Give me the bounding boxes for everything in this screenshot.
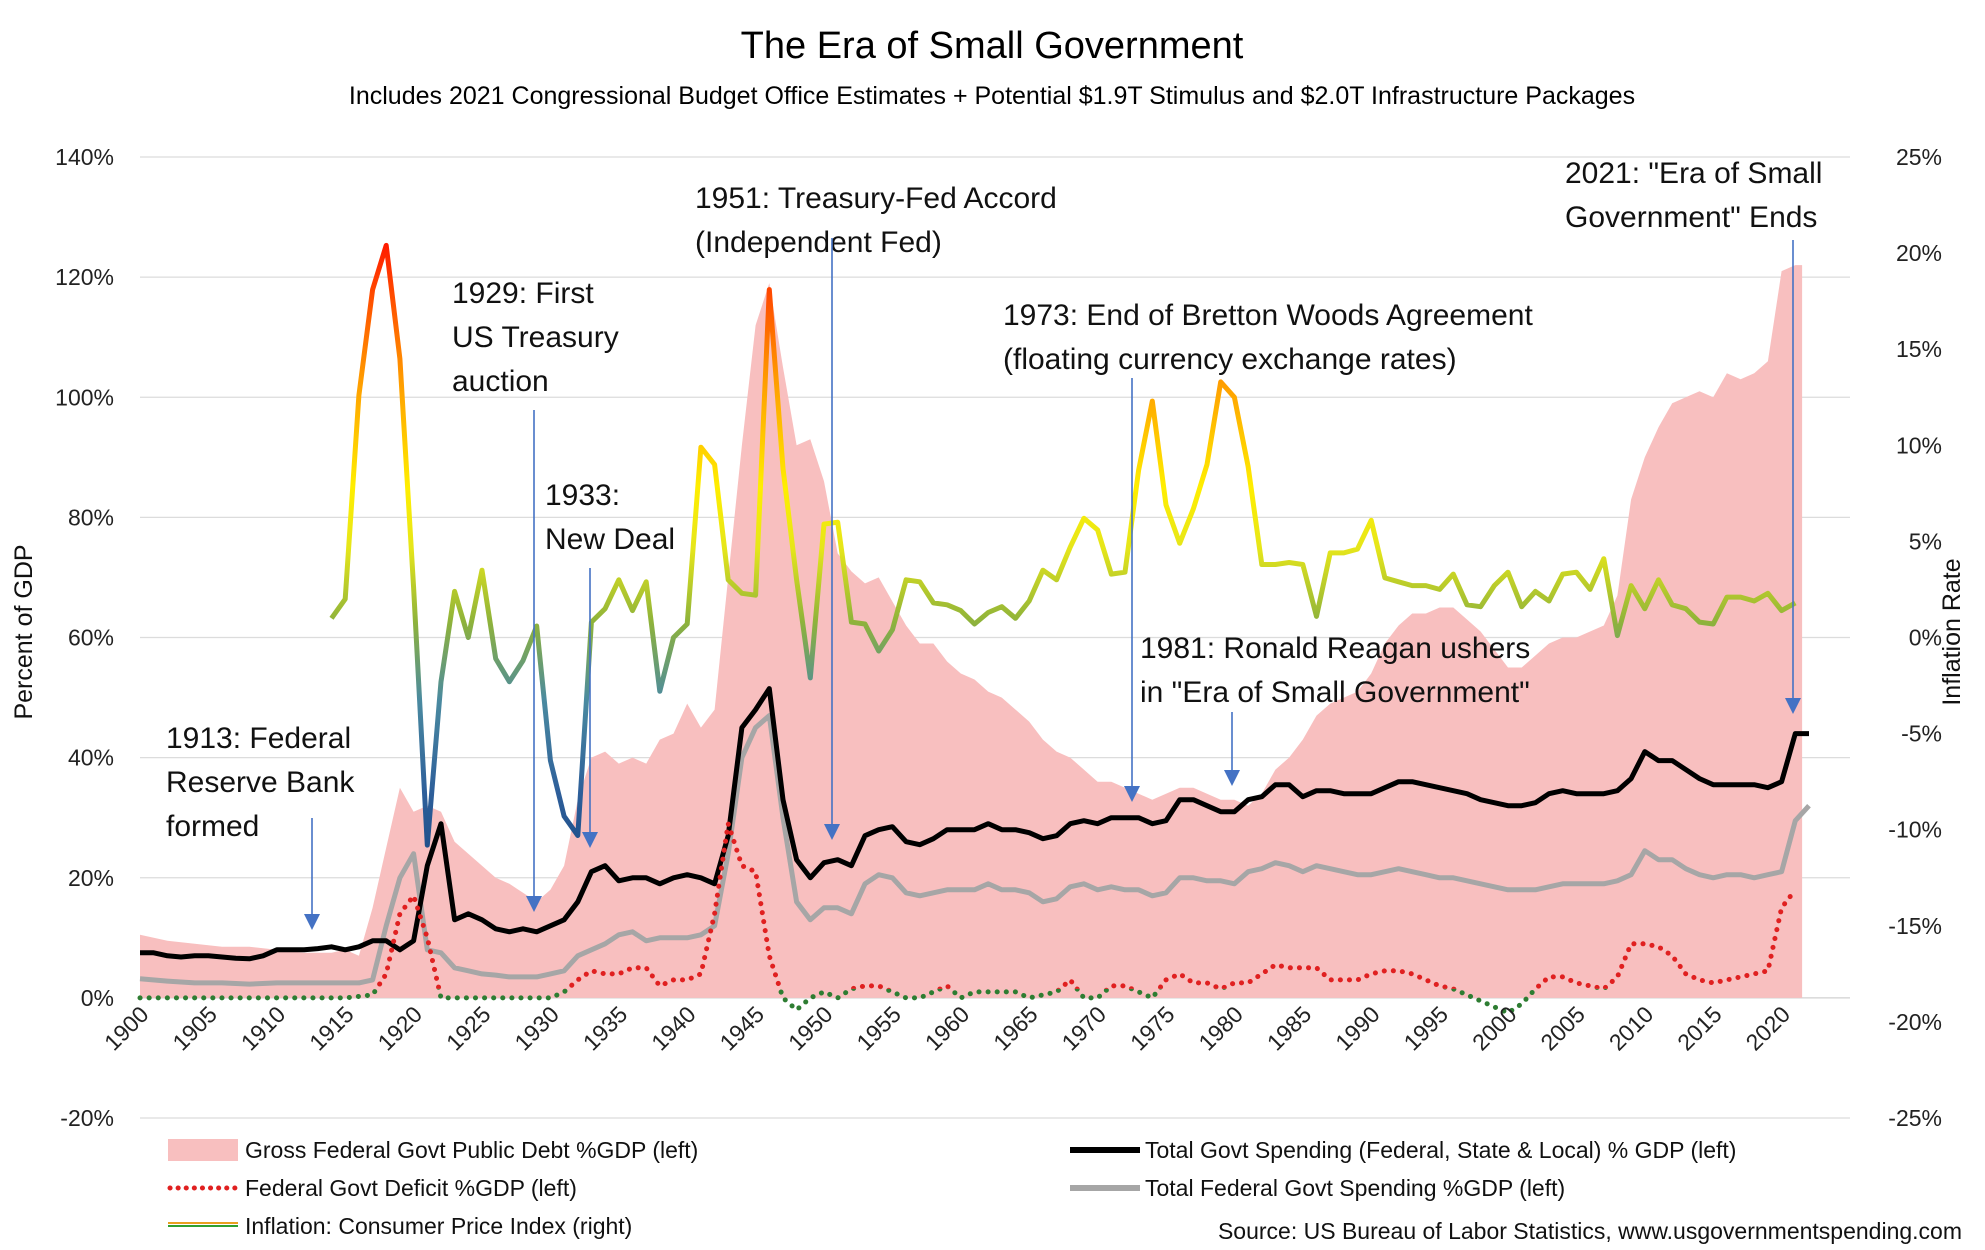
annotation-text: 1929: First (452, 277, 594, 310)
annotation: 1951: Treasury-Fed Accord (Independent Fe… (695, 182, 1057, 840)
y-tick-right: -15% (1888, 913, 1942, 939)
y-tick-left: 60% (68, 625, 114, 651)
y-tick-left: 100% (55, 384, 114, 410)
x-tick: 1935 (578, 1001, 633, 1056)
annotation-arrowhead (304, 914, 320, 930)
annotation-text: US Treasury (452, 321, 619, 354)
x-tick: 1950 (783, 1001, 838, 1056)
x-tick: 1965 (988, 1001, 1043, 1056)
y-tick-right: 25% (1896, 144, 1942, 170)
x-tick: 2015 (1672, 1001, 1727, 1056)
annotation-text: 2021: "Era of Small (1565, 157, 1822, 190)
annotation-text: (Independent Fed) (695, 226, 942, 259)
right-axis-label: Inflation Rate (1938, 558, 1966, 705)
annotation-text: (floating currency exchange rates) (1003, 343, 1457, 376)
series-lines-layer (137, 242, 1811, 1016)
x-tick: 1955 (851, 1001, 906, 1056)
annotation-text: 1973: End of Bretton Woods Agreement (1003, 299, 1533, 332)
annotation-arrowhead (582, 832, 598, 848)
legend-swatch-inflation-green (168, 1225, 238, 1227)
annotation: 1933: New Deal (545, 479, 675, 848)
series-inflation-line (329, 242, 1797, 848)
right-axis-ticks: -25% -20% -15% -10% -5% 0% 5% 10% 15% 20% 25% (1888, 144, 1942, 1131)
y-tick-left: -20% (60, 1105, 114, 1131)
legend-label-federal-spending: Total Federal Govt Spending %GDP (left) (1145, 1175, 1565, 1201)
chart-title: The Era of Small Government (741, 25, 1244, 67)
y-tick-left: 20% (68, 865, 114, 891)
y-tick-right: 15% (1896, 336, 1942, 362)
legend-label-deficit: Federal Govt Deficit %GDP (left) (245, 1175, 577, 1201)
y-tick-left: 80% (68, 504, 114, 530)
x-tick: 1980 (1193, 1001, 1248, 1056)
annotation-arrowhead (1224, 770, 1240, 786)
annotation-text: Government" Ends (1565, 201, 1817, 234)
source-note: Source: US Bureau of Labor Statistics, w… (1218, 1218, 1962, 1244)
x-tick: 1920 (373, 1001, 428, 1056)
annotation-text: 1981: Ronald Reagan ushers (1140, 632, 1530, 665)
series-deficit-line-low (137, 988, 1608, 1016)
annotation: 2021: "Era of Small Government" Ends (1565, 157, 1822, 714)
legend-swatch-inflation (168, 1222, 238, 1224)
x-tick: 1985 (1262, 1001, 1317, 1056)
annotation-text: 1913: Federal (166, 722, 351, 755)
y-tick-right: -20% (1888, 1009, 1942, 1035)
x-tick: 1945 (715, 1001, 770, 1056)
x-tick: 1905 (167, 1001, 222, 1056)
x-tick: 1990 (1330, 1001, 1385, 1056)
left-axis-ticks: -20% 0% 20% 40% 60% 80% 100% 120% 140% (55, 144, 114, 1131)
x-tick: 2020 (1741, 1001, 1796, 1056)
annotation-text: 1951: Treasury-Fed Accord (695, 182, 1057, 215)
chart-subtitle: Includes 2021 Congressional Budget Offic… (349, 82, 1635, 110)
y-tick-left: 40% (68, 745, 114, 771)
y-tick-right: 5% (1909, 528, 1942, 554)
y-tick-left: 140% (55, 144, 114, 170)
legend-label-inflation: Inflation: Consumer Price Index (right) (245, 1213, 632, 1239)
x-tick: 1930 (509, 1001, 564, 1056)
debt-area-layer (140, 265, 1803, 998)
annotation: 1981: Ronald Reagan ushers in "Era of Sma… (1140, 632, 1530, 786)
y-tick-right: 20% (1896, 240, 1942, 266)
annotation-text: Reserve Bank (166, 766, 355, 799)
x-tick: 1995 (1399, 1001, 1454, 1056)
annotation-text: formed (166, 810, 259, 843)
y-tick-right: 0% (1909, 625, 1942, 651)
x-tick: 1925 (441, 1001, 496, 1056)
y-tick-right: -25% (1888, 1105, 1942, 1131)
x-axis-ticks: 1900 1905 1910 1915 1920 1925 1930 1935 1940 1945… (99, 1001, 1795, 1056)
y-tick-left: 120% (55, 264, 114, 290)
annotation-text: auction (452, 365, 549, 398)
annotation-arrowhead (824, 824, 840, 840)
x-tick: 1940 (646, 1001, 701, 1056)
y-tick-left: 0% (81, 985, 114, 1011)
y-tick-right: -5% (1901, 721, 1942, 747)
annotation-text: 1933: (545, 479, 620, 512)
legend-label-debt: Gross Federal Govt Public Debt %GDP (lef… (245, 1137, 698, 1163)
annotation-text: in "Era of Small Government" (1140, 676, 1530, 709)
legend-label-total-spending: Total Govt Spending (Federal, State & Lo… (1145, 1137, 1736, 1163)
x-tick: 1910 (236, 1001, 291, 1056)
y-tick-right: 10% (1896, 432, 1942, 458)
annotations-layer: 1913: Federal Reserve Bank formed 1929: Fir… (166, 157, 1822, 930)
series-debt-area (140, 265, 1803, 998)
annotation: 1973: End of Bretton Woods Agreement (flo… (1003, 299, 1533, 802)
annotation: 1913: Federal Reserve Bank formed (166, 722, 355, 930)
x-tick: 2010 (1604, 1001, 1659, 1056)
x-tick: 1960 (920, 1001, 975, 1056)
left-axis-label: Percent of GDP (10, 544, 38, 719)
x-tick: 2005 (1535, 1001, 1590, 1056)
legend: Gross Federal Govt Public Debt %GDP (lef… (167, 1137, 1962, 1244)
annotation: 1929: First US Treasury auction (452, 277, 619, 912)
x-tick: 1975 (1125, 1001, 1180, 1056)
annotation-text: New Deal (545, 523, 675, 556)
y-tick-right: -10% (1888, 817, 1942, 843)
series-federal-spending-line (139, 713, 1811, 987)
x-tick: 1970 (1057, 1001, 1112, 1056)
annotation-arrowhead (1785, 698, 1801, 714)
x-tick: 1915 (304, 1001, 359, 1056)
legend-swatch-debt (168, 1139, 238, 1161)
annotation-arrowhead (526, 896, 542, 912)
annotation-arrowhead (1124, 786, 1140, 802)
